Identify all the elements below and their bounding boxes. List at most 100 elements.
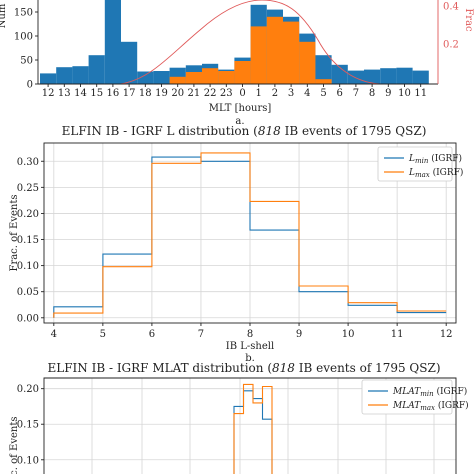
panel-a-x-tick-label: 6: [337, 88, 343, 99]
panel-a-bars: [40, 0, 429, 85]
panel-c-series: [233, 383, 273, 474]
panel-a-x-label: MLT [hours]: [209, 103, 272, 114]
panel-a-bar: [56, 67, 73, 84]
panel-a-bar: [396, 67, 413, 84]
panel-a-bar: [88, 55, 105, 84]
panel-b-y-label: Frac. of Events: [9, 195, 20, 272]
panel-c-y-ticks: 0.10 0.15 0.20: [17, 384, 44, 466]
panel-a-x-tick-label: 8: [369, 88, 375, 99]
panel-a-y-tick-label: 50: [20, 56, 33, 67]
panel-a-x-tick-label: 10: [398, 88, 411, 99]
panel-a-right-tick-label: 0.4: [443, 2, 459, 13]
panel-b-legend-label: Lmin (IGRF): [408, 153, 462, 165]
panel-a-bar: [234, 61, 251, 84]
panel-a-bar: [283, 21, 300, 85]
panel-b-label: b.: [245, 353, 255, 364]
panel-a-x-tick-label: 3: [288, 88, 294, 99]
panel-b-series-line: [53, 152, 447, 318]
panel-a-bar: [121, 41, 138, 84]
panel-a-x-tick-label: 13: [58, 88, 71, 99]
panel-a-fraction-curve: [119, 0, 381, 85]
panel-a-bar: [72, 66, 89, 84]
panel-b-l-distribution: ELFIN IB - IGRF L distribution (818 IB e…: [9, 124, 463, 364]
panel-c-frame: [43, 377, 457, 474]
panel-a-x-tick-label: 21: [188, 88, 201, 99]
panel-a-x-tick-label: 0: [239, 88, 245, 99]
panel-a-right-ticks: 0.2 0.4: [443, 2, 459, 51]
panel-a-right-tick-label: 0.2: [443, 40, 459, 51]
panel-b-legend-label: Lmax (IGRF): [408, 167, 463, 179]
panel-a-x-tick-label: 5: [320, 88, 326, 99]
panel-a-x-tick-label: 11: [414, 88, 427, 99]
panel-a-bar: [299, 41, 316, 84]
panel-b-y-tick-label: 0.05: [17, 287, 39, 298]
panel-a-bar: [331, 64, 348, 84]
panel-b-x-ticks: 4 5 6 7 8 9 10 11 12: [51, 323, 453, 340]
panel-a-x-tick-label: 15: [90, 88, 103, 99]
panel-c-legend-label: MLATmin (IGRF): [392, 386, 467, 398]
panel-a-bar: [185, 72, 202, 84]
panel-a-x-tick-label: 12: [42, 88, 55, 99]
panel-a-fraction-line: [119, 0, 381, 85]
panel-b-x-tick-label: 12: [440, 329, 453, 340]
panel-a-bar: [266, 16, 283, 84]
panel-c-mlat-distribution: ELFIN IB - IGRF MLAT distribution (818 I…: [9, 361, 469, 474]
panel-a-bar: [250, 26, 267, 84]
panel-a-x-tick-label: 19: [155, 88, 168, 99]
panel-c-legend-label: MLATmax (IGRF): [392, 400, 469, 412]
panel-a-bar: [315, 55, 332, 84]
panel-a-bar: [202, 68, 219, 84]
panel-a-x-ticks: 12 13 14 15 16 17 18 19 20 21 22 23 0 1 2 3 4 5 6 7 8 9 10 11: [42, 84, 427, 99]
panel-a-y-tick-label: 150: [14, 8, 33, 19]
panel-a-y-ticks: 0 50 100 150: [14, 8, 38, 91]
panel-a-y-tick-label: 100: [14, 32, 33, 43]
panel-a-y-tick-label: 0: [27, 80, 33, 91]
panel-a-bar: [153, 71, 170, 84]
panel-c-legend: MLATmin (IGRF) MLATmax (IGRF): [361, 379, 469, 415]
panel-b-y-tick-label: 0.30: [17, 157, 39, 168]
panel-b-x-tick-label: 6: [149, 329, 155, 340]
panel-b-title: ELFIN IB - IGRF L distribution (818 IB e…: [62, 124, 427, 138]
panel-b-x-tick-label: 11: [391, 329, 404, 340]
panel-b-x-tick-label: 9: [296, 329, 302, 340]
panel-a-x-tick-label: 2: [272, 88, 278, 99]
panel-a-bar: [40, 73, 57, 84]
panel-b-x-label: IB L-shell: [226, 341, 274, 352]
panel-c-y-tick-label: 0.15: [17, 420, 39, 431]
panel-b-y-ticks: 0.00 0.05 0.10 0.15 0.20 0.25 0.30: [17, 157, 44, 324]
panel-a-x-tick-label: 9: [385, 88, 391, 99]
panel-b-y-tick-label: 0.20: [17, 209, 39, 220]
panel-a-bar: [315, 79, 332, 84]
panel-a-right-label: Frac: [463, 8, 474, 32]
panel-a-x-tick-label: 1: [256, 88, 262, 99]
panel-b-y-tick-label: 0.15: [17, 235, 39, 246]
panel-b-series: [53, 152, 447, 318]
panel-b-x-tick-label: 8: [247, 329, 253, 340]
panel-c-y-tick-label: 0.20: [17, 384, 39, 395]
panel-c-series-line: [233, 383, 273, 474]
panel-b-y-tick-label: 0.00: [17, 313, 39, 324]
panel-c-title: ELFIN IB - IGRF MLAT distribution (818 I…: [47, 361, 440, 375]
panel-b-x-tick-label: 10: [342, 329, 355, 340]
panel-b-legend: Lmin (IGRF) Lmax (IGRF): [377, 146, 463, 182]
panel-a-x-tick-label: 4: [304, 88, 310, 99]
panel-b-y-tick-label: 0.25: [17, 183, 39, 194]
panel-c-y-label: Frac. of Events: [9, 417, 20, 474]
panel-a-bar: [380, 68, 397, 84]
panel-a-x-tick-label: 16: [107, 88, 120, 99]
panel-a-label: a.: [235, 116, 244, 127]
panel-a-bar: [104, 0, 121, 84]
panel-a-x-tick-label: 23: [220, 88, 233, 99]
panel-c-y-tick-label: 0.10: [17, 455, 39, 466]
panel-b-x-tick-label: 4: [51, 329, 57, 340]
panel-b-x-tick-label: 7: [198, 329, 204, 340]
panel-a-x-tick-label: 17: [123, 88, 136, 99]
panel-a-bar: [218, 71, 235, 84]
panel-b-y-tick-label: 0.10: [17, 261, 39, 272]
panel-a-bar: [137, 71, 154, 84]
panel-a-bar: [364, 69, 381, 84]
panel-a-bar: [169, 76, 186, 84]
panel-a-bar: [412, 70, 429, 84]
